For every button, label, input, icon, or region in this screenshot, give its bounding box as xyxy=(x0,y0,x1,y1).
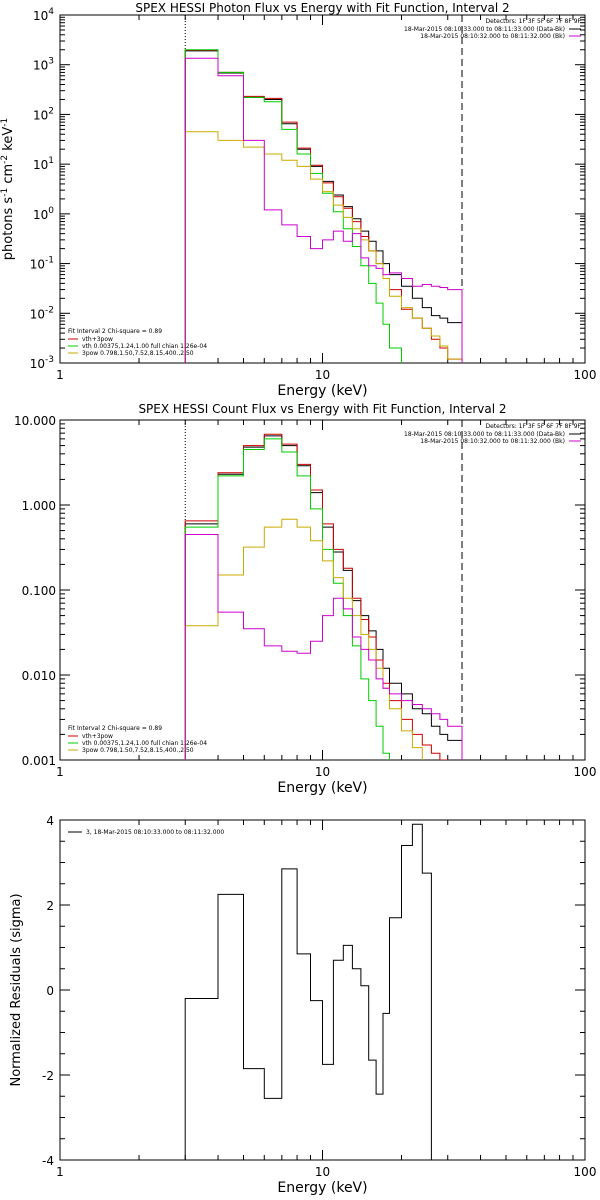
x-tick-label: 1 xyxy=(56,765,64,779)
x-tick-label: 100 xyxy=(574,765,597,779)
x-tick-label: 10 xyxy=(315,1165,330,1179)
series-bk xyxy=(184,534,463,760)
y-tick-label: 4 xyxy=(46,814,54,828)
series-3pow xyxy=(184,518,423,760)
count-flux-panel: SPEX HESSI Count Flux vs Energy with Fit… xyxy=(14,402,597,796)
x-tick-label: 100 xyxy=(574,368,597,382)
y-tick-label: 100 xyxy=(33,206,54,222)
fit-legend-label: 3pow 0.798,1.50,7.52,8.15,400.,2.50 xyxy=(82,350,194,357)
x-tick-label: 100 xyxy=(574,1165,597,1179)
y-tick-label: 101 xyxy=(33,156,54,172)
y-tick-label: 2 xyxy=(46,899,54,913)
series-vth xyxy=(184,438,390,760)
series-residuals xyxy=(184,823,432,1160)
plot-frame xyxy=(59,419,586,761)
y-tick-label: 10.000 xyxy=(14,414,56,428)
detectors-label: Detectors: 1F 3F 5F 6F 7F 8F 9F xyxy=(485,423,581,430)
fit-legend-label: vth+3pow xyxy=(82,336,113,343)
y-tick-label: 103 xyxy=(33,57,54,73)
fit-header: Fit Interval 2 Chi-square = 0.89 xyxy=(68,725,162,732)
series-data-bk xyxy=(184,435,463,760)
fit-legend-label: vth+3pow xyxy=(82,733,113,740)
y-tick-label: 10-1 xyxy=(30,256,54,272)
x-axis-label: Energy (keV) xyxy=(277,1180,367,1196)
y-tick-label: 0.001 xyxy=(22,754,56,768)
series-3pow xyxy=(184,131,463,363)
y-tick-label: 0.100 xyxy=(22,584,56,598)
series-vth-3pow xyxy=(184,433,449,760)
y-axis-label: Normalized Residuals (sigma) xyxy=(9,893,24,1086)
y-tick-label: 10-3 xyxy=(30,355,54,371)
x-tick-label: 10 xyxy=(315,368,330,382)
y-tick-label: 104 xyxy=(33,7,54,23)
x-axis-label: Energy (keV) xyxy=(277,383,367,399)
y-tick-label: 0.010 xyxy=(22,669,56,683)
series-vth xyxy=(184,49,402,363)
y-axis-label: photons s-1 cm-2 keV-1 xyxy=(0,118,16,260)
fit-legend-label: vth 0.00375,1.24,1.00 full chian 1.26e-0… xyxy=(82,740,207,747)
residual-legend-label: 3, 18-Mar-2015 08:10:33.000 to 08:11:32.… xyxy=(86,829,224,836)
time-interval-label: 18-Mar-2015 08:10:33.000 to 08:11:33.000… xyxy=(404,431,565,438)
chart-title: SPEX HESSI Count Flux vs Energy with Fit… xyxy=(138,402,506,416)
time-interval-label: 18-Mar-2015 08:10:33.000 to 08:11:33.000… xyxy=(404,26,565,33)
detectors-label: Detectors: 1F 3F 5F 6F 7F 8F 9F xyxy=(485,18,581,25)
y-tick-label: 102 xyxy=(33,106,54,122)
chart-title: SPEX HESSI Photon Flux vs Energy with Fi… xyxy=(135,1,509,15)
y-tick-label: -2 xyxy=(42,1069,54,1083)
y-tick-label: -4 xyxy=(42,1154,54,1168)
y-tick-label: 10-2 xyxy=(30,305,54,321)
fit-header: Fit Interval 2 Chi-square = 0.89 xyxy=(68,328,162,335)
y-tick-label: 0 xyxy=(46,984,54,998)
fit-legend-label: 3pow 0.798,1.50,7.52,8.15,400.,2.50 xyxy=(82,747,194,754)
time-interval-label: 18-Mar-2015 08:10:32.000 to 08:11:32.000… xyxy=(420,33,565,40)
x-tick-label: 1 xyxy=(56,368,64,382)
series-data-bk xyxy=(184,50,463,363)
x-axis-label: Energy (keV) xyxy=(277,780,367,796)
plot-frame xyxy=(59,819,586,1161)
fit-legend-label: vth 0.00375,1.24,1.00 full chian 1.26e-0… xyxy=(82,343,207,350)
series-bk xyxy=(184,57,463,363)
x-tick-label: 10 xyxy=(315,765,330,779)
photon-flux-panel: SPEX HESSI Photon Flux vs Energy with Fi… xyxy=(0,1,597,399)
series-vth-3pow xyxy=(184,49,463,363)
time-interval-label: 18-Mar-2015 08:10:32.000 to 08:11:32.000… xyxy=(420,438,565,445)
x-tick-label: 1 xyxy=(56,1165,64,1179)
residuals-panel: 1 10 100 Energy (keV) -4 -2 0 2 4 Normalized Resi… xyxy=(9,814,596,1196)
y-tick-label: 1.000 xyxy=(22,499,56,513)
